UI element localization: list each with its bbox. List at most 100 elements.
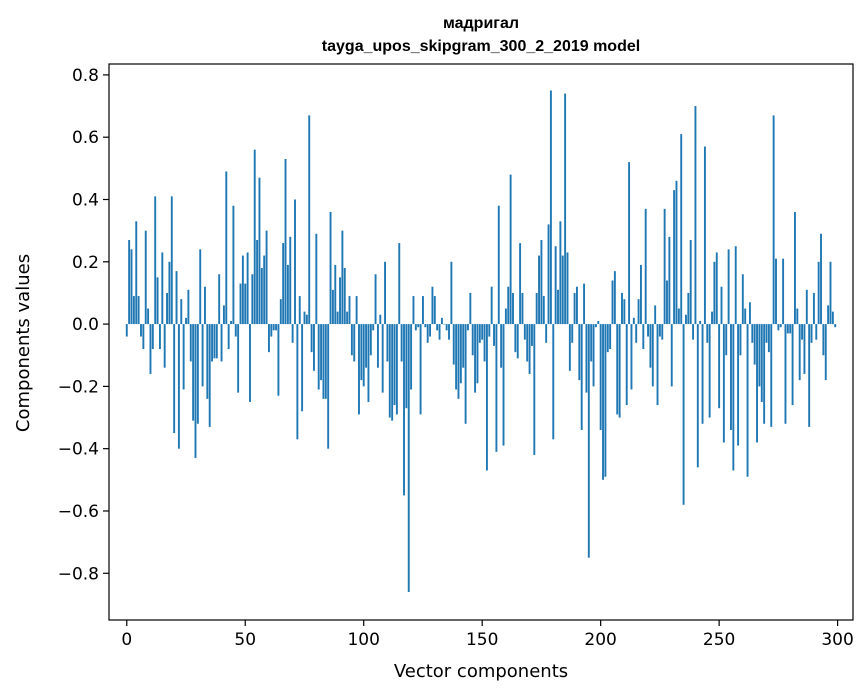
bar (135, 221, 138, 325)
bar (455, 324, 458, 390)
bar (199, 249, 202, 325)
bar (232, 205, 235, 325)
bar (730, 324, 732, 430)
y-tick-label: 0.4 (72, 190, 99, 210)
bar (661, 324, 664, 340)
bar (483, 324, 486, 362)
bar (467, 324, 469, 331)
bar (763, 324, 766, 424)
bar (265, 230, 268, 325)
bar (166, 292, 168, 325)
bar (490, 286, 493, 325)
bar (485, 324, 488, 471)
bar (533, 324, 536, 455)
bar (227, 324, 230, 350)
bar (770, 324, 773, 427)
bar (168, 261, 171, 325)
x-axis-label: Vector components (394, 661, 568, 682)
x-tick-label: 300 (821, 630, 853, 650)
bar (313, 324, 315, 371)
bar (545, 324, 548, 343)
bar (831, 311, 834, 325)
bar (675, 180, 678, 325)
bar (464, 324, 467, 424)
bar (758, 324, 761, 387)
bar (559, 221, 562, 325)
bar (808, 324, 811, 427)
bar (516, 324, 519, 359)
bar (443, 324, 446, 325)
bar (478, 324, 481, 343)
bar (320, 324, 323, 381)
bar (507, 286, 510, 325)
bar (502, 324, 505, 446)
bar (376, 324, 379, 368)
bar (433, 296, 436, 325)
bar (748, 302, 751, 325)
bar (628, 162, 631, 325)
bar (393, 324, 396, 406)
bar (388, 324, 391, 418)
bar (677, 308, 680, 325)
bar (687, 292, 690, 325)
bar (791, 324, 794, 406)
bar (801, 324, 804, 340)
bar (358, 324, 360, 415)
bar (497, 205, 500, 325)
x-tick-label: 200 (584, 630, 616, 650)
bar (239, 283, 242, 325)
bar (668, 236, 671, 325)
bar (711, 311, 713, 325)
bar (701, 324, 704, 424)
bar (746, 324, 749, 477)
bar (471, 324, 474, 356)
bar (249, 324, 251, 402)
bar (275, 324, 277, 331)
bar (794, 211, 796, 325)
bar (305, 314, 308, 325)
x-axis: 0 50 100 150 200 250 300 (121, 620, 854, 650)
x-tick-label: 0 (121, 630, 132, 650)
bar (440, 317, 443, 325)
y-tick-label: −0.6 (58, 502, 99, 522)
bar (642, 324, 645, 350)
bar (310, 324, 313, 353)
bar (777, 324, 780, 331)
bar (128, 239, 131, 325)
bar (834, 324, 837, 328)
bar (286, 264, 289, 325)
bar (651, 324, 654, 387)
bar (279, 299, 282, 325)
bar (703, 146, 706, 325)
bar (720, 286, 723, 325)
chart-title-line1: мадригал (443, 15, 519, 32)
bar (564, 93, 567, 325)
bar (538, 255, 540, 325)
bar (263, 255, 266, 325)
bar (151, 324, 154, 350)
bar (284, 159, 287, 325)
bar (431, 286, 434, 325)
bar (414, 324, 417, 331)
bar (469, 292, 472, 325)
x-tick-label: 150 (466, 630, 498, 650)
bar (213, 324, 216, 359)
bar (765, 324, 768, 343)
bar (618, 324, 621, 418)
bar (246, 252, 249, 325)
bar (824, 324, 827, 381)
bar (580, 324, 583, 430)
bar (741, 274, 744, 325)
bar (812, 292, 815, 325)
bar (343, 268, 346, 325)
bar (419, 324, 422, 415)
bar (294, 199, 296, 325)
bar (696, 324, 699, 468)
bar (663, 208, 666, 325)
bar (561, 255, 564, 325)
bar (493, 324, 495, 346)
bar (519, 243, 522, 325)
bar (500, 324, 503, 368)
bar (753, 324, 756, 365)
